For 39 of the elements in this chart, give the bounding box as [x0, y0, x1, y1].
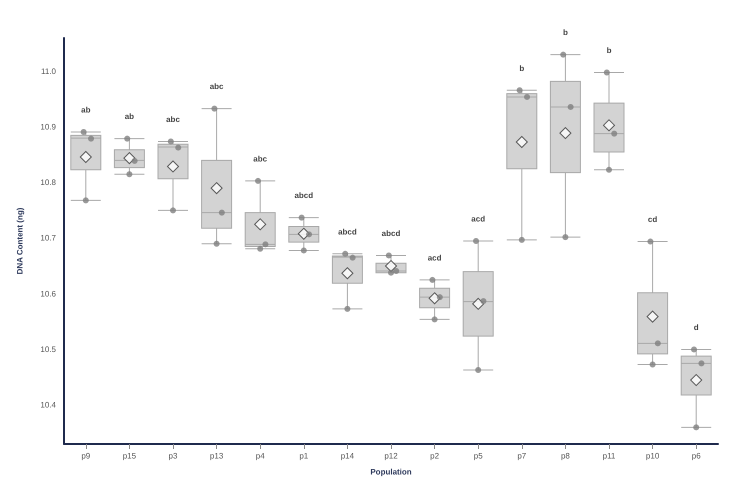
x-tick-label: p2	[430, 452, 440, 460]
x-tick-label: p7	[517, 452, 527, 460]
y-tick-label: 10.4	[40, 400, 57, 410]
annotation: acd	[428, 253, 442, 262]
annotation: ab	[81, 105, 91, 114]
y-tick-label: 10.7	[40, 234, 57, 243]
y-tick-label: 10.6	[40, 289, 57, 298]
annotation: abc	[253, 154, 268, 164]
x-tick-label: p8	[560, 452, 570, 460]
x-tick-label: p4	[256, 452, 266, 460]
annotation: d	[694, 322, 699, 332]
y-tick-label: 10.5	[40, 344, 57, 354]
annotation: abc	[210, 82, 224, 92]
x-tick-label: p9	[81, 452, 91, 460]
x-tick-label: p11	[602, 452, 616, 460]
x-tick-label: p14	[340, 452, 355, 460]
x-tick-label: p6	[692, 452, 702, 460]
annotation: b	[606, 46, 612, 55]
x-tick-label: p1	[299, 452, 309, 460]
annotation: cd	[648, 215, 658, 224]
text: b	[562, 28, 568, 38]
y-tick-label: 11.0	[41, 66, 57, 76]
y-tick-label: 10.8	[40, 178, 57, 188]
x-tick-label: p5	[474, 452, 484, 460]
x-axis-title: Population	[370, 468, 412, 476]
annotation: ab	[124, 112, 134, 122]
annotation: b	[519, 64, 524, 73]
annotation: abcd	[382, 228, 400, 238]
x-tick-label: p3	[168, 452, 178, 460]
x-tick-label: p10	[646, 452, 660, 460]
annotation: acd	[471, 214, 486, 224]
y-axis-title: DNA Content (ng)	[16, 207, 24, 274]
annotation: abcd	[294, 191, 314, 200]
x-tick-label: p12	[384, 452, 398, 460]
annotation: abcd	[338, 227, 357, 236]
x-tick-label: p13	[210, 452, 224, 460]
annotation: abc	[166, 114, 180, 124]
y-tick-label: 10.9	[40, 122, 57, 132]
x-tick-label: p15	[122, 452, 137, 460]
